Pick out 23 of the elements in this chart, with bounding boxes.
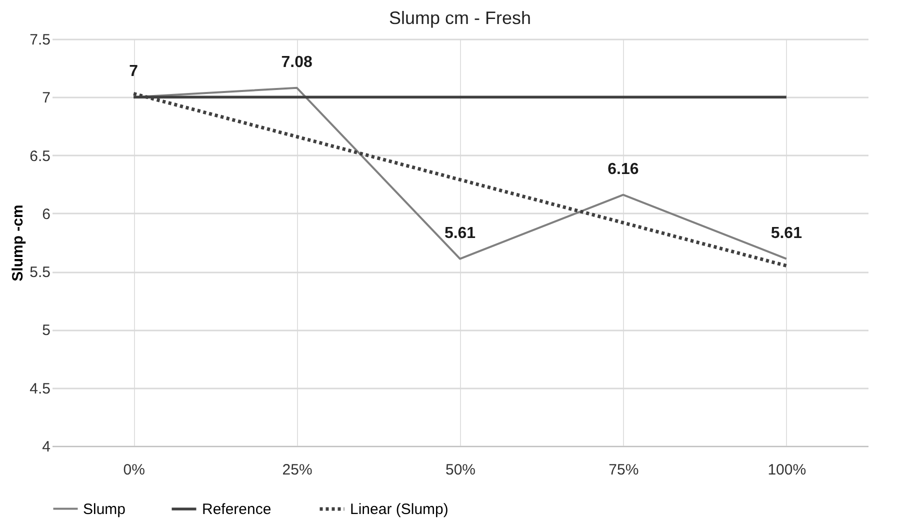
y-tick-label: 5.5 (30, 264, 50, 282)
y-tick-label: 6 (42, 206, 50, 223)
data-label: 7 (129, 63, 138, 80)
data-label: 5.61 (770, 224, 802, 242)
data-label: 6.16 (608, 160, 639, 178)
x-tick-label: 0% (123, 462, 145, 478)
legend-label: Slump (83, 500, 126, 518)
y-tick-label: 4.5 (30, 380, 50, 398)
x-tick-label: 50% (445, 462, 476, 478)
y-tick-label: 5 (42, 322, 50, 340)
data-label: 7.08 (281, 54, 312, 71)
legend-label: Linear (Slump) (350, 501, 448, 518)
y-tick-label: 7 (42, 90, 50, 107)
x-tick-label: 75% (608, 462, 639, 478)
x-tick-label: 25% (282, 462, 312, 478)
legend-label: Reference (202, 501, 272, 518)
y-axis-title: Slump -cm (10, 204, 27, 282)
x-tick-label: 100% (768, 462, 806, 478)
y-tick-label: 7.5 (30, 32, 50, 48)
data-label: 5.61 (444, 224, 476, 242)
y-tick-label: 4 (42, 438, 50, 456)
y-tick-label: 6.5 (30, 148, 50, 165)
chart-title: Slump cm - Fresh (388, 8, 532, 28)
